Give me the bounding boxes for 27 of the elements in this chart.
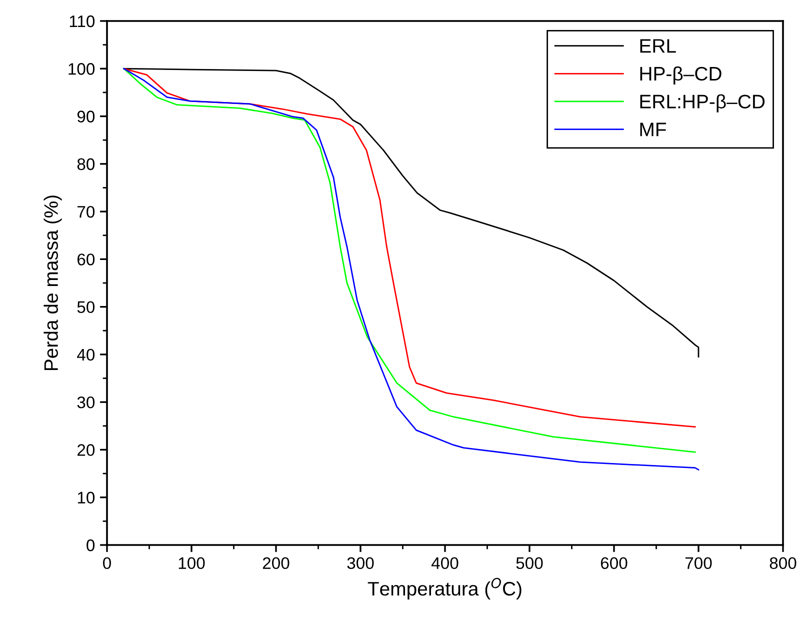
y-tick-label: 100 xyxy=(68,63,95,75)
y-tick-label: 20 xyxy=(77,444,95,456)
y-tick-label: 110 xyxy=(70,15,95,28)
y-tick-label: 40 xyxy=(77,348,95,361)
y-tick-label: 30 xyxy=(77,396,95,408)
y-tick-label: 0 xyxy=(86,539,95,552)
x-tick-label: 300 xyxy=(347,557,374,570)
x-tick-label: 800 xyxy=(770,557,796,570)
legend-label: MF xyxy=(640,122,666,136)
y-tick-label: 50 xyxy=(77,301,95,314)
x-tick-label: 200 xyxy=(262,557,290,570)
x-tick-label: 600 xyxy=(600,557,628,570)
y-tick-label: 90 xyxy=(77,110,95,122)
y-tick-label: 60 xyxy=(78,254,95,266)
x-tick-label: 100 xyxy=(178,557,205,570)
y-tick-label: 70 xyxy=(78,206,95,218)
y-tick-label: 10 xyxy=(78,492,95,504)
x-axis-title: Temperatura ($^{O}$C) xyxy=(368,578,522,600)
legend-label: HP-β–CD xyxy=(640,66,722,84)
legend-label: ERL:HP-β–CD xyxy=(640,94,765,112)
y-axis-title: Perda de massa (%) xyxy=(44,196,62,370)
legend-label: ERL xyxy=(640,39,676,53)
x-tick-label: 700 xyxy=(685,557,712,570)
x-tick-label: 400 xyxy=(431,557,458,570)
x-tick-label: 0 xyxy=(103,557,111,570)
y-tick-label: 80 xyxy=(77,158,95,170)
x-tick-label: 500 xyxy=(516,557,543,570)
